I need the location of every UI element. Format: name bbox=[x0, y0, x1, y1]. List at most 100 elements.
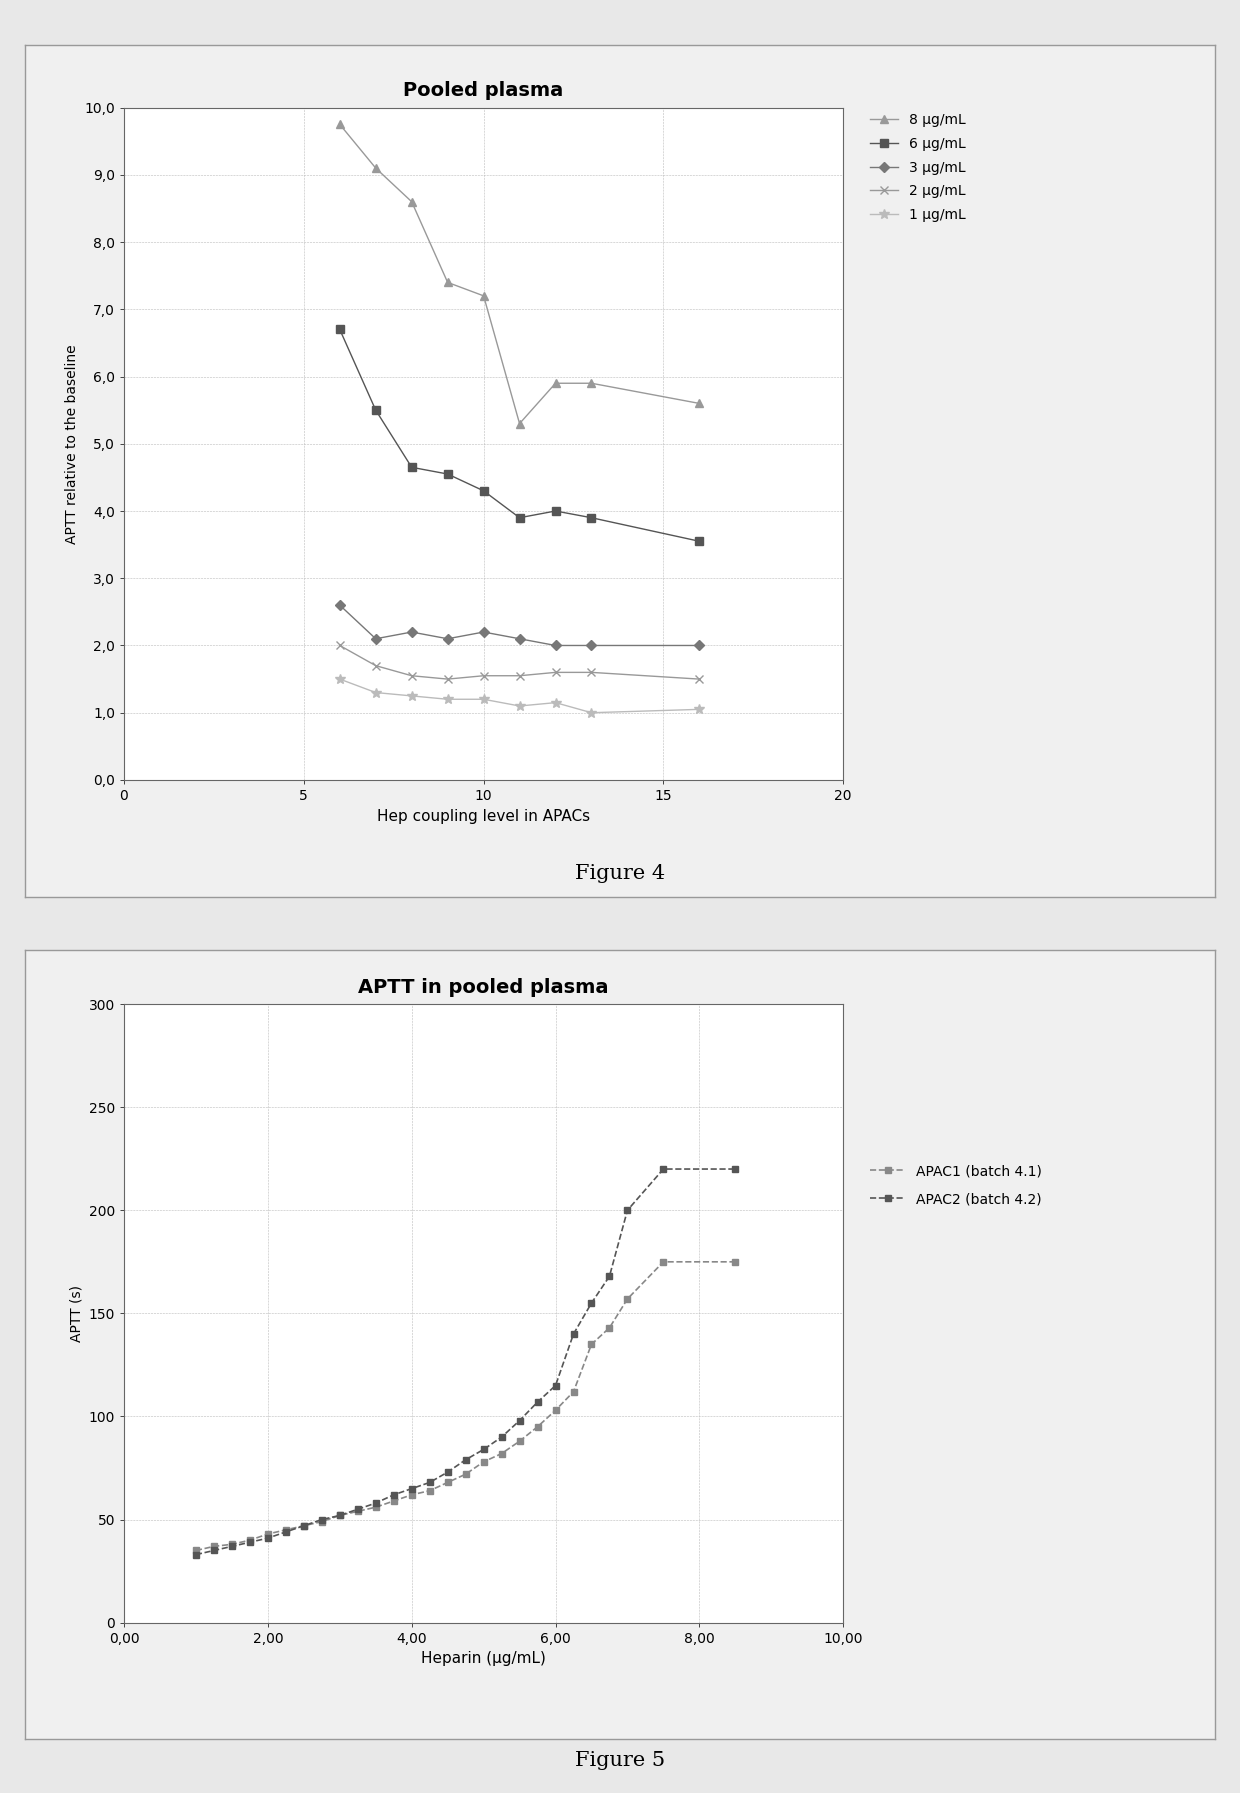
APAC2 (batch 4.2) bbox=[459, 1449, 474, 1470]
8 μg/mL bbox=[584, 373, 599, 394]
Title: Pooled plasma: Pooled plasma bbox=[403, 81, 564, 100]
1 μg/mL bbox=[512, 696, 527, 717]
Y-axis label: APTT (s): APTT (s) bbox=[69, 1286, 83, 1341]
6 μg/mL bbox=[368, 400, 383, 421]
APAC2 (batch 4.2) bbox=[332, 1504, 347, 1526]
APAC1 (batch 4.1) bbox=[278, 1519, 293, 1540]
APAC2 (batch 4.2) bbox=[440, 1461, 455, 1483]
6 μg/mL bbox=[332, 319, 347, 341]
APAC2 (batch 4.2) bbox=[422, 1472, 438, 1494]
3 μg/mL bbox=[332, 595, 347, 617]
APAC2 (batch 4.2) bbox=[188, 1544, 203, 1565]
APAC1 (batch 4.1) bbox=[440, 1472, 455, 1494]
APAC1 (batch 4.1) bbox=[656, 1252, 671, 1273]
6 μg/mL bbox=[440, 463, 455, 484]
Line: APAC2 (batch 4.2): APAC2 (batch 4.2) bbox=[192, 1165, 739, 1558]
Y-axis label: APTT relative to the baseline: APTT relative to the baseline bbox=[64, 344, 78, 543]
X-axis label: Heparin (μg/mL): Heparin (μg/mL) bbox=[422, 1651, 546, 1666]
8 μg/mL bbox=[440, 271, 455, 292]
1 μg/mL bbox=[404, 685, 419, 706]
APAC2 (batch 4.2) bbox=[296, 1515, 311, 1537]
APAC1 (batch 4.1) bbox=[314, 1511, 329, 1533]
6 μg/mL bbox=[512, 507, 527, 529]
APAC1 (batch 4.1) bbox=[548, 1400, 563, 1422]
6 μg/mL bbox=[584, 507, 599, 529]
APAC2 (batch 4.2) bbox=[656, 1158, 671, 1180]
APAC1 (batch 4.1) bbox=[332, 1504, 347, 1526]
2 μg/mL bbox=[404, 665, 419, 687]
3 μg/mL bbox=[440, 628, 455, 649]
3 μg/mL bbox=[584, 635, 599, 656]
8 μg/mL bbox=[368, 158, 383, 179]
Text: Figure 5: Figure 5 bbox=[575, 1752, 665, 1770]
APAC2 (batch 4.2) bbox=[224, 1535, 239, 1556]
APAC1 (batch 4.1) bbox=[728, 1252, 743, 1273]
8 μg/mL bbox=[332, 113, 347, 134]
1 μg/mL bbox=[692, 699, 707, 721]
1 μg/mL bbox=[476, 689, 491, 710]
APAC1 (batch 4.1) bbox=[404, 1485, 419, 1506]
APAC2 (batch 4.2) bbox=[206, 1540, 222, 1562]
8 μg/mL bbox=[692, 393, 707, 414]
APAC2 (batch 4.2) bbox=[476, 1438, 491, 1460]
1 μg/mL bbox=[368, 681, 383, 703]
APAC1 (batch 4.1) bbox=[387, 1490, 402, 1511]
Line: 1 μg/mL: 1 μg/mL bbox=[335, 674, 704, 717]
Title: APTT in pooled plasma: APTT in pooled plasma bbox=[358, 977, 609, 997]
APAC1 (batch 4.1) bbox=[224, 1533, 239, 1555]
APAC1 (batch 4.1) bbox=[603, 1318, 618, 1339]
APAC1 (batch 4.1) bbox=[494, 1443, 508, 1465]
APAC2 (batch 4.2) bbox=[351, 1499, 366, 1520]
2 μg/mL bbox=[692, 669, 707, 690]
APAC1 (batch 4.1) bbox=[565, 1381, 580, 1402]
3 μg/mL bbox=[512, 628, 527, 649]
APAC2 (batch 4.2) bbox=[314, 1508, 329, 1529]
2 μg/mL bbox=[332, 635, 347, 656]
2 μg/mL bbox=[440, 669, 455, 690]
Line: 3 μg/mL: 3 μg/mL bbox=[336, 602, 703, 649]
3 μg/mL bbox=[368, 628, 383, 649]
APAC2 (batch 4.2) bbox=[620, 1200, 635, 1221]
APAC2 (batch 4.2) bbox=[603, 1266, 618, 1287]
2 μg/mL bbox=[548, 662, 563, 683]
6 μg/mL bbox=[404, 457, 419, 479]
Text: Figure 4: Figure 4 bbox=[575, 864, 665, 882]
APAC2 (batch 4.2) bbox=[548, 1375, 563, 1397]
APAC1 (batch 4.1) bbox=[476, 1451, 491, 1472]
APAC2 (batch 4.2) bbox=[243, 1531, 258, 1553]
8 μg/mL bbox=[548, 373, 563, 394]
2 μg/mL bbox=[584, 662, 599, 683]
APAC2 (batch 4.2) bbox=[260, 1528, 275, 1549]
APAC2 (batch 4.2) bbox=[584, 1293, 599, 1314]
Legend: APAC1 (batch 4.1), APAC2 (batch 4.2): APAC1 (batch 4.1), APAC2 (batch 4.2) bbox=[864, 1158, 1048, 1212]
Line: 2 μg/mL: 2 μg/mL bbox=[336, 642, 703, 683]
Line: APAC1 (batch 4.1): APAC1 (batch 4.1) bbox=[192, 1259, 739, 1555]
APAC2 (batch 4.2) bbox=[494, 1427, 508, 1449]
8 μg/mL bbox=[476, 285, 491, 307]
3 μg/mL bbox=[476, 620, 491, 642]
8 μg/mL bbox=[404, 192, 419, 213]
3 μg/mL bbox=[548, 635, 563, 656]
1 μg/mL bbox=[548, 692, 563, 714]
1 μg/mL bbox=[584, 701, 599, 723]
APAC2 (batch 4.2) bbox=[368, 1492, 383, 1513]
APAC2 (batch 4.2) bbox=[565, 1323, 580, 1345]
Line: 8 μg/mL: 8 μg/mL bbox=[336, 120, 703, 429]
Line: 6 μg/mL: 6 μg/mL bbox=[336, 325, 703, 545]
3 μg/mL bbox=[404, 620, 419, 642]
APAC2 (batch 4.2) bbox=[512, 1409, 527, 1431]
8 μg/mL bbox=[512, 412, 527, 434]
APAC2 (batch 4.2) bbox=[278, 1520, 293, 1542]
APAC1 (batch 4.1) bbox=[243, 1529, 258, 1551]
APAC1 (batch 4.1) bbox=[422, 1479, 438, 1501]
APAC1 (batch 4.1) bbox=[368, 1497, 383, 1519]
APAC2 (batch 4.2) bbox=[404, 1477, 419, 1499]
APAC2 (batch 4.2) bbox=[531, 1391, 546, 1413]
2 μg/mL bbox=[512, 665, 527, 687]
APAC1 (batch 4.1) bbox=[459, 1463, 474, 1485]
APAC1 (batch 4.1) bbox=[512, 1431, 527, 1452]
APAC1 (batch 4.1) bbox=[531, 1416, 546, 1438]
X-axis label: Hep coupling level in APACs: Hep coupling level in APACs bbox=[377, 809, 590, 823]
2 μg/mL bbox=[476, 665, 491, 687]
APAC1 (batch 4.1) bbox=[260, 1524, 275, 1546]
